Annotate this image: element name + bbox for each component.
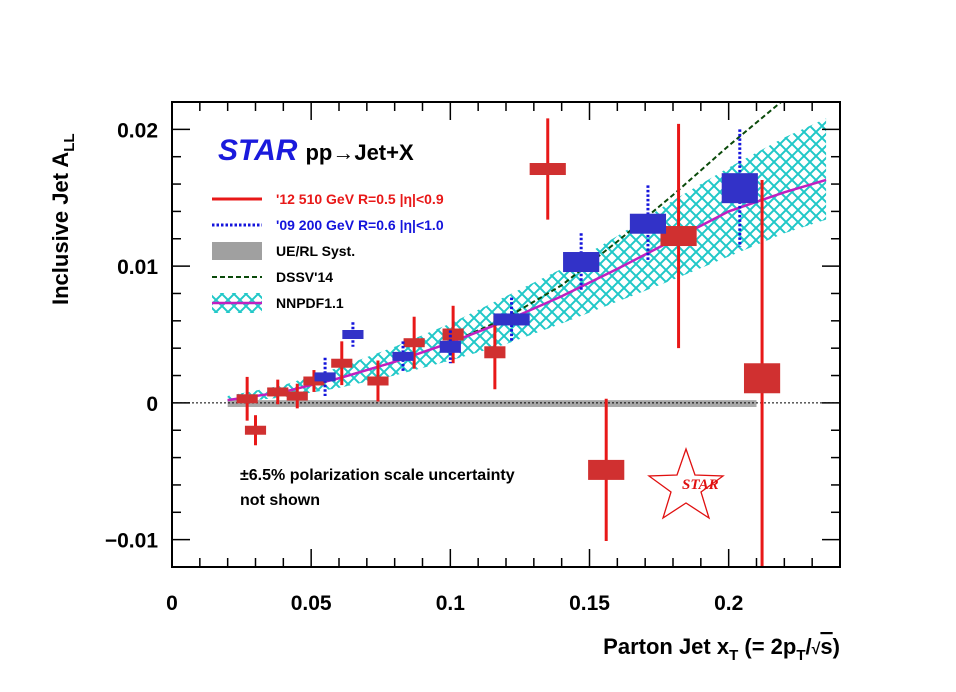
nnpdf-band — [227, 118, 827, 403]
syst-box — [267, 387, 289, 397]
syst-box — [629, 213, 667, 234]
point-510gev-13 — [743, 179, 781, 567]
legend-item-3: DSSV'14 — [212, 269, 333, 285]
syst-box — [721, 173, 758, 204]
point-510gev-3 — [286, 383, 308, 409]
x-tick-label: 0.15 — [569, 592, 610, 615]
ue-rl-syst-band — [227, 400, 757, 407]
y-tick-label: −0.01 — [105, 530, 158, 553]
syst-box — [403, 338, 425, 348]
syst-box — [439, 340, 461, 353]
x-tick-label: 0.2 — [714, 592, 743, 615]
syst-box — [493, 313, 530, 326]
point-510gev-0 — [236, 376, 258, 421]
legend-label: '12 510 GeV R=0.5 |η|<0.9 — [276, 191, 444, 207]
y-tick-label: 0.02 — [117, 119, 158, 142]
y-tick-label: 0.01 — [117, 256, 158, 279]
legend: '12 510 GeV R=0.5 |η|<0.9 '09 200 GeV R=0… — [212, 191, 444, 313]
legend-item-4: NNPDF1.1 — [212, 293, 344, 313]
point-200gev-5 — [563, 233, 600, 291]
point-510gev-4 — [303, 370, 325, 392]
legend-label: NNPDF1.1 — [276, 295, 344, 311]
point-200gev-0 — [314, 357, 336, 397]
point-510gev-9 — [484, 315, 506, 390]
syst-box — [563, 252, 600, 273]
axes: 0 0.05 0.1 0.15 0.2 −0.01 0 0.01 0.02 — [105, 101, 841, 615]
legend-item-0: '12 510 GeV R=0.5 |η|<0.9 — [212, 191, 444, 207]
syst-box — [367, 376, 389, 386]
annotation-line-2: not shown — [240, 492, 320, 509]
point-200gev-2 — [392, 341, 414, 372]
legend-swatch — [212, 242, 262, 260]
point-200gev-7 — [721, 129, 758, 247]
y-tick-label: 0 — [146, 393, 158, 416]
star-logo-icon — [647, 447, 725, 520]
star-logo-text: STAR — [682, 477, 719, 493]
y-axis-title: Inclusive Jet ALL — [48, 133, 78, 305]
point-200gev-1 — [342, 322, 364, 347]
syst-box — [484, 346, 506, 359]
legend-item-1: '09 200 GeV R=0.6 |η|<1.0 — [212, 217, 444, 233]
point-200gev-3 — [439, 330, 461, 364]
annotation-line-1: ±6.5% polarization scale uncertainty — [240, 467, 515, 484]
point-200gev-4 — [493, 297, 530, 342]
syst-box — [342, 330, 364, 339]
point-200gev-6 — [629, 185, 667, 263]
syst-box — [529, 163, 566, 176]
point-510gev-5 — [331, 341, 353, 386]
syst-box — [314, 372, 336, 382]
syst-box — [331, 358, 353, 368]
x-tick-label: 0.05 — [291, 592, 332, 615]
syst-box — [236, 394, 258, 404]
point-510gev-6 — [367, 360, 389, 402]
plot-area — [172, 102, 840, 567]
syst-box — [660, 226, 697, 247]
point-510gev-8 — [442, 305, 464, 364]
point-510gev-2 — [267, 379, 289, 405]
star-logo: STAR — [647, 447, 725, 520]
syst-box — [743, 363, 781, 394]
legend-item-2: UE/RL Syst. — [212, 242, 355, 260]
x-tick-label: 0.1 — [436, 592, 466, 615]
legend-label: DSSV'14 — [276, 269, 333, 285]
point-510gev-1 — [244, 415, 267, 446]
x-tick-label: 0 — [166, 592, 178, 615]
chart-title: STAR pp→Jet+X — [218, 134, 414, 167]
legend-label: '09 200 GeV R=0.6 |η|<1.0 — [276, 217, 444, 233]
point-510gev-11 — [588, 398, 625, 542]
syst-box — [286, 391, 308, 401]
syst-box — [244, 425, 267, 435]
legend-label: UE/RL Syst. — [276, 243, 355, 259]
syst-box — [392, 351, 414, 361]
point-510gev-7 — [403, 316, 425, 369]
syst-box — [303, 376, 325, 386]
x-axis-title: Parton Jet xT (= 2pT/√s) — [603, 634, 840, 664]
syst-box — [442, 328, 464, 341]
point-510gev-12 — [660, 123, 697, 349]
syst-box — [588, 459, 625, 480]
point-510gev-10 — [529, 118, 566, 220]
